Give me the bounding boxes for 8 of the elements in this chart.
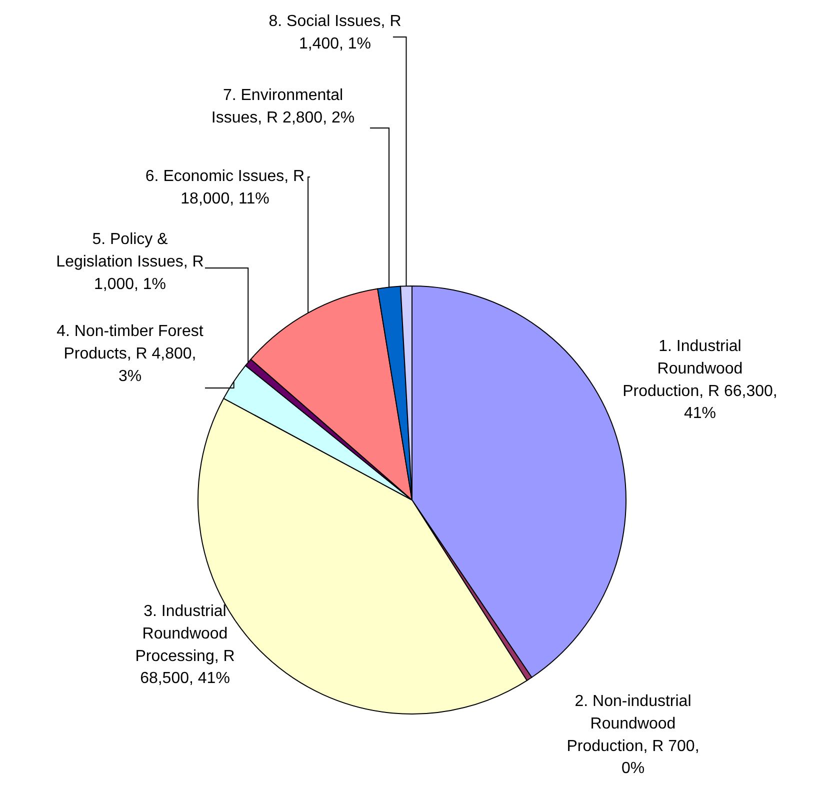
slice-label: 3. Industrial Roundwood Processing, R 68,500, 41% xyxy=(135,603,235,688)
slice-label: 2. Non-industrial Roundwood Production, R 700, 0% xyxy=(566,693,700,778)
slice-label: 5. Policy & Legislation Issues, R 1,000, 1% xyxy=(56,231,204,293)
slice-label: 4. Non-timber Forest Products, R 4,800, 3% xyxy=(56,323,204,385)
slice-label: 6. Economic Issues, R 18,000, 11% xyxy=(145,168,305,208)
slice-label: 1. Industrial Roundwood Production, R 66,300, 41% xyxy=(622,338,778,422)
slice-label: 7. Environmental Issues, R 2,800, 2% xyxy=(211,87,355,126)
slice-label: 8. Social Issues, R 1,400, 1% xyxy=(268,13,402,52)
